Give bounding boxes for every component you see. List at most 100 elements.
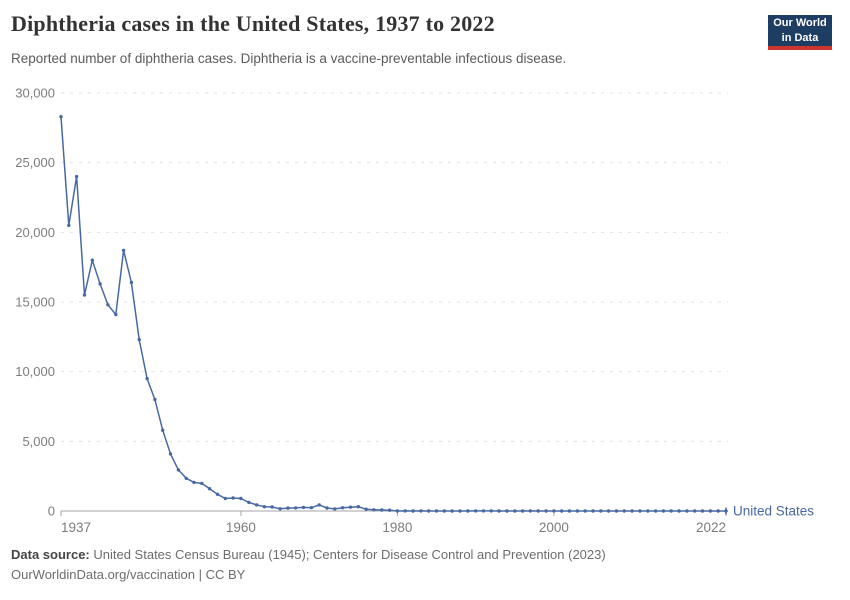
data-point[interactable] [340,506,345,510]
data-point[interactable] [599,509,603,513]
data-point[interactable] [67,223,71,228]
data-point[interactable] [520,509,525,513]
series-label-united-states[interactable]: United States [733,503,814,518]
data-point[interactable] [700,509,705,513]
owid-logo-line2: in Data [781,31,819,44]
data-point[interactable] [653,509,658,513]
data-point[interactable] [419,509,423,513]
data-point[interactable] [505,509,509,513]
data-line-united-states[interactable] [60,115,727,512]
data-point[interactable] [552,509,556,513]
data-point[interactable] [716,509,720,513]
data-point[interactable] [685,509,689,513]
data-point[interactable] [497,509,501,513]
data-point[interactable] [348,505,353,509]
data-point[interactable] [356,505,360,509]
data-point[interactable] [207,487,212,491]
data-point[interactable] [614,509,619,513]
data-point[interactable] [380,508,384,512]
data-point[interactable] [239,496,243,501]
data-point[interactable] [536,509,540,513]
data-point[interactable] [473,509,478,513]
data-point[interactable] [137,337,141,342]
data-point[interactable] [223,496,227,501]
y-axis-tick-label: 25,000 [15,155,55,170]
data-point[interactable] [200,481,204,486]
data-point[interactable] [693,509,697,513]
data-point[interactable] [301,505,306,510]
data-point[interactable] [106,303,110,307]
owid-logo[interactable]: Our World in Data [768,15,832,50]
data-point[interactable] [270,505,274,509]
data-point[interactable] [450,509,454,513]
data-point[interactable] [661,509,666,513]
data-point[interactable] [427,509,431,513]
data-point[interactable] [434,509,439,513]
y-axis-tick-label: 30,000 [15,86,55,101]
data-point[interactable] [622,509,626,513]
data-point[interactable] [567,509,572,513]
data-point[interactable] [231,496,235,500]
data-point[interactable] [630,509,634,513]
data-point[interactable] [168,452,173,456]
data-point[interactable] [387,508,392,512]
data-point[interactable] [82,293,87,297]
x-axis-tick-label: 2000 [539,520,569,535]
data-point[interactable] [583,509,587,513]
data-point[interactable] [215,492,220,496]
data-point[interactable] [544,509,548,513]
data-point[interactable] [286,506,290,510]
x-axis-tick-label: 1980 [382,520,412,535]
y-axis-tick-label: 10,000 [15,364,55,379]
data-point[interactable] [372,508,376,512]
data-point[interactable] [129,280,134,285]
data-point[interactable] [192,480,196,485]
data-point[interactable] [606,509,611,513]
data-point[interactable] [403,509,407,513]
data-point[interactable] [458,509,462,513]
data-point[interactable] [528,509,533,513]
data-point[interactable] [74,174,79,179]
y-axis-tick-label: 5,000 [22,434,55,449]
data-point[interactable] [262,505,267,509]
data-point[interactable] [669,509,673,513]
data-point[interactable] [489,509,493,513]
data-point[interactable] [309,506,314,510]
data-point[interactable] [325,506,329,510]
data-point[interactable] [646,509,650,513]
data-point[interactable] [278,507,282,511]
data-point[interactable] [176,468,181,472]
data-point[interactable] [575,509,580,513]
data-point[interactable] [90,258,95,262]
y-axis-tick-label: 15,000 [15,295,55,310]
data-point[interactable] [184,476,188,480]
data-point[interactable] [254,503,259,507]
license-line[interactable]: OurWorldinData.org/vaccination | CC BY [11,566,246,582]
data-source-label: Data source: [11,547,90,562]
data-point[interactable] [161,428,165,432]
data-point[interactable] [98,282,102,286]
data-point[interactable] [442,509,447,513]
data-point[interactable] [560,509,564,513]
data-point[interactable] [247,500,251,505]
data-point[interactable] [114,312,118,317]
data-point[interactable] [513,509,517,513]
data-point[interactable] [364,507,368,511]
chart-title: Diphtheria cases in the United States, 1… [11,11,495,36]
data-point[interactable] [411,509,415,513]
data-point[interactable] [677,509,681,513]
data-point[interactable] [121,248,126,253]
data-point[interactable] [395,509,400,513]
data-point[interactable] [153,397,157,402]
data-point[interactable] [317,503,321,507]
data-point[interactable] [466,509,470,513]
data-point[interactable] [638,509,642,513]
data-point[interactable] [333,507,337,511]
data-point[interactable] [59,115,63,119]
data-point[interactable] [145,376,149,381]
data-point[interactable] [294,506,298,510]
data-point[interactable] [708,509,713,513]
data-point[interactable] [481,509,486,513]
data-point[interactable] [591,509,595,513]
